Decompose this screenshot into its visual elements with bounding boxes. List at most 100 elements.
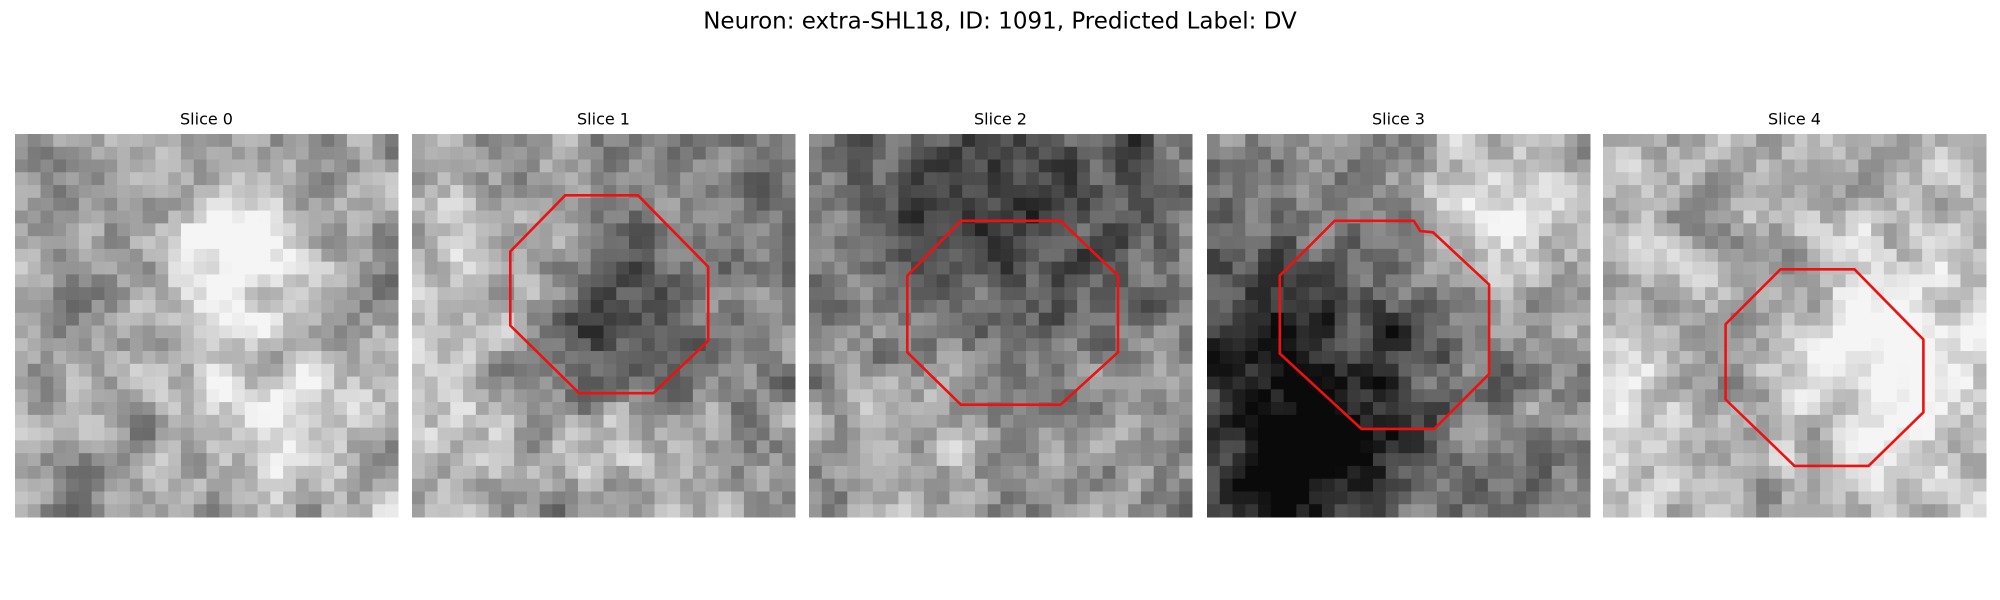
- pixel: [1411, 146, 1425, 161]
- pixel: [821, 491, 836, 505]
- pixel: [680, 159, 694, 173]
- pixel: [321, 478, 335, 492]
- pixel: [514, 299, 528, 314]
- pixel: [450, 376, 464, 390]
- pixel: [463, 261, 477, 275]
- pixel: [1577, 376, 1591, 390]
- pixel: [1756, 440, 1770, 454]
- pixel: [629, 146, 643, 161]
- pixel: [936, 363, 950, 378]
- pixel: [1089, 427, 1104, 441]
- pixel: [590, 376, 604, 390]
- pixel: [66, 414, 80, 429]
- pixel: [667, 172, 681, 186]
- pixel: [898, 223, 912, 237]
- pixel: [142, 274, 156, 288]
- pixel: [91, 414, 105, 429]
- pixel: [244, 248, 259, 263]
- pixel: [1960, 325, 1974, 339]
- pixel: [308, 248, 322, 263]
- pixel: [1947, 338, 1961, 352]
- pixel: [117, 248, 131, 263]
- pixel: [1717, 223, 1732, 237]
- pixel: [142, 236, 156, 250]
- pixel: [1000, 465, 1014, 480]
- pixel: [552, 491, 566, 505]
- pixel: [1807, 185, 1821, 199]
- pixel: [577, 248, 592, 263]
- pixel: [974, 312, 989, 326]
- pixel: [1360, 465, 1374, 480]
- pixel: [1871, 453, 1885, 467]
- pixel: [1051, 389, 1065, 403]
- pixel: [91, 197, 105, 212]
- pixel: [667, 261, 681, 275]
- pixel: [359, 172, 373, 186]
- pixel: [1909, 134, 1923, 148]
- pixel: [756, 376, 770, 390]
- pixel: [1564, 453, 1578, 467]
- pixel: [1820, 338, 1834, 352]
- pixel: [1794, 159, 1808, 173]
- pixel: [78, 427, 93, 441]
- pixel: [1871, 185, 1885, 199]
- pixel: [117, 172, 131, 186]
- pixel: [1398, 440, 1412, 454]
- pixel: [705, 210, 719, 224]
- pixel: [731, 146, 745, 161]
- pixel: [872, 427, 887, 441]
- pixel: [437, 478, 451, 492]
- pixel: [1781, 402, 1795, 416]
- pixel: [27, 453, 42, 467]
- pixel: [1089, 185, 1104, 199]
- pixel: [1717, 248, 1732, 263]
- pixel: [1603, 414, 1617, 429]
- pixel: [1372, 185, 1387, 199]
- pixel: [565, 491, 579, 505]
- pixel: [1922, 389, 1936, 403]
- pixel: [1871, 274, 1885, 288]
- pixel: [463, 134, 477, 148]
- pixel: [539, 274, 553, 288]
- pixel: [860, 491, 874, 505]
- pixel: [206, 299, 220, 314]
- pixel: [1922, 402, 1936, 416]
- pixel: [1832, 274, 1847, 288]
- pixel: [692, 274, 707, 288]
- pixel: [692, 223, 707, 237]
- pixel: [1538, 210, 1553, 224]
- pixel: [1398, 376, 1412, 390]
- pixel: [1500, 287, 1514, 301]
- pixel: [1654, 134, 1668, 148]
- pixel: [334, 172, 348, 186]
- pixel: [488, 363, 502, 378]
- pixel: [526, 376, 541, 390]
- pixel: [1102, 248, 1116, 263]
- pixel: [488, 325, 502, 339]
- pixel: [450, 338, 464, 352]
- pixel: [53, 210, 67, 224]
- pixel: [66, 363, 80, 378]
- pixel: [539, 146, 553, 161]
- pixel: [616, 453, 630, 467]
- pixel: [756, 134, 770, 148]
- pixel: [1896, 504, 1910, 518]
- pixel: [1845, 159, 1859, 173]
- pixel: [168, 376, 182, 390]
- pixel: [526, 338, 541, 352]
- pixel: [692, 453, 707, 467]
- pixel: [514, 197, 528, 212]
- pixel: [1385, 274, 1399, 288]
- pixel: [1820, 363, 1834, 378]
- pixel: [1436, 312, 1451, 326]
- pixel: [1309, 402, 1323, 416]
- pixel: [1705, 299, 1719, 314]
- pixel: [1385, 312, 1399, 326]
- pixel: [385, 274, 399, 288]
- pixel: [142, 389, 156, 403]
- pixel: [257, 414, 271, 429]
- pixel: [1551, 134, 1565, 148]
- pixel: [705, 197, 719, 212]
- pixel: [667, 453, 681, 467]
- pixel: [1153, 261, 1167, 275]
